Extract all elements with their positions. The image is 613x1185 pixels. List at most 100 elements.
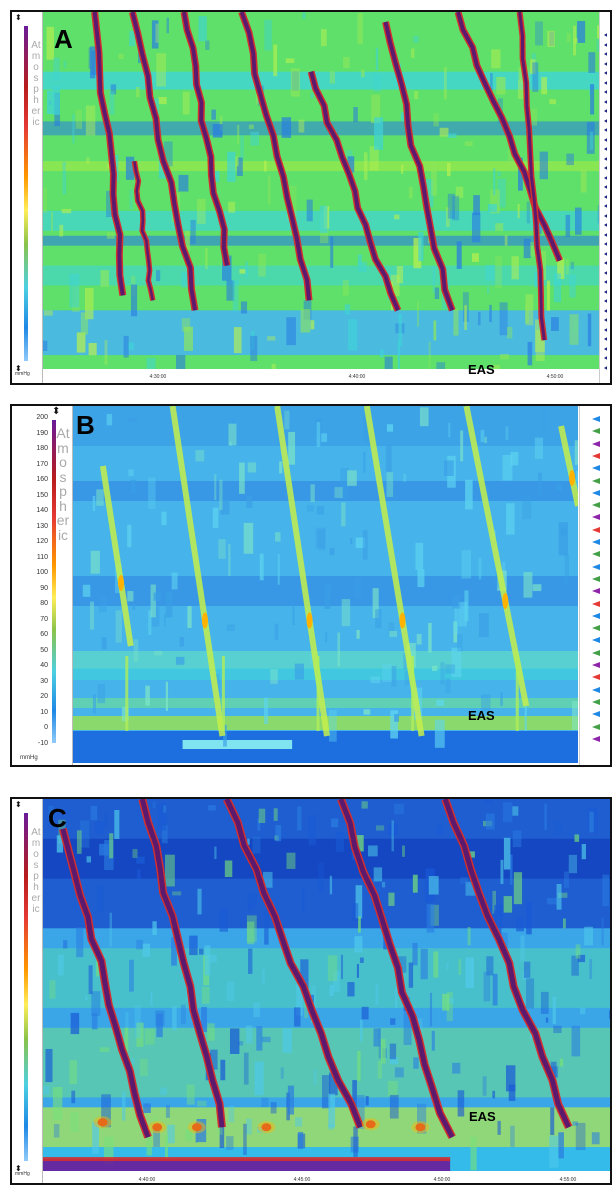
texture-streak (335, 832, 345, 852)
texture-streak (357, 13, 363, 45)
contraction-wave (60, 828, 151, 1139)
scroll-down-arrow-icon[interactable]: ⬍ (15, 364, 22, 373)
texture-streak (261, 1036, 271, 1043)
texture-streak (152, 921, 157, 936)
texture-streak (172, 891, 182, 896)
sensor-marker (592, 686, 600, 693)
scroll-up-arrow-icon[interactable]: ⬍ (15, 800, 22, 809)
texture-streak (529, 108, 538, 126)
texture-streak (566, 153, 574, 166)
texture-streak (86, 157, 90, 164)
texture-streak (267, 175, 271, 205)
texture-streak (420, 948, 428, 980)
texture-streak (76, 332, 86, 353)
texture-streak (324, 585, 331, 609)
texture-streak (547, 30, 555, 47)
y-tick-label: 70 (40, 615, 48, 623)
texture-streak (517, 157, 523, 191)
texture-streak (125, 156, 135, 180)
texture-streak (542, 407, 546, 429)
texture-streak (477, 312, 481, 326)
texture-streak (452, 195, 460, 221)
texture-streak (53, 57, 60, 80)
texture-streak (310, 654, 313, 664)
texture-streak (214, 846, 217, 860)
texture-streak (448, 422, 451, 438)
sensor-marker (592, 698, 600, 705)
texture-streak (551, 317, 559, 331)
texture-streak (161, 825, 168, 844)
sensor-marker (604, 156, 607, 161)
scroll-down-arrow-icon[interactable]: ⬍ (15, 1164, 22, 1173)
texture-streak (358, 261, 367, 272)
texture-streak (92, 694, 96, 714)
topography-plot-b (73, 406, 578, 763)
texture-streak (385, 444, 392, 472)
sensor-marker (604, 33, 607, 37)
texture-streak (64, 165, 72, 170)
texture-streak (482, 1076, 487, 1096)
texture-streak (294, 663, 304, 680)
panel-label-a: A (54, 24, 73, 54)
texture-streak (522, 493, 532, 520)
texture-streak (271, 363, 276, 369)
texture-streak (43, 310, 53, 316)
texture-streak (43, 1085, 50, 1095)
texture-streak (577, 954, 586, 963)
texture-streak (576, 470, 578, 490)
texture-streak (219, 115, 223, 131)
sensor-marker (604, 128, 607, 132)
texture-streak (261, 1097, 269, 1108)
texture-streak (300, 309, 311, 333)
contraction-wave (558, 425, 578, 507)
scroll-up-arrow-icon[interactable]: ⬍ (15, 13, 22, 22)
sensor-marker (592, 502, 600, 509)
texture-streak (398, 313, 402, 347)
texture-streak (96, 489, 104, 506)
texture-streak (453, 308, 459, 336)
texture-streak (329, 548, 335, 556)
texture-streak (428, 341, 431, 369)
texture-streak (229, 1028, 240, 1054)
texture-streak (523, 238, 531, 259)
texture-streak (396, 265, 404, 284)
texture-streak (571, 701, 578, 730)
texture-streak (411, 48, 415, 58)
sensor-marker (592, 625, 600, 632)
texture-streak (591, 1132, 600, 1145)
y-tick-label: 80 (40, 600, 48, 607)
texture-streak (346, 150, 353, 158)
texture-streak (70, 1012, 80, 1035)
texture-streak (212, 124, 223, 138)
texture-streak (492, 1090, 496, 1099)
color-gradient-c (24, 813, 28, 1161)
texture-streak (401, 164, 404, 174)
texture-streak (388, 823, 398, 836)
contraction-wave (182, 12, 229, 266)
texture-streak (136, 87, 140, 98)
eas-annotation-c: EAS (469, 1109, 496, 1124)
texture-streak (148, 610, 152, 635)
texture-streak (90, 805, 98, 821)
texture-streak (480, 430, 485, 443)
scroll-up-arrow-icon[interactable]: ⬍ (52, 406, 61, 417)
texture-streak (493, 910, 502, 936)
sensor-marker (604, 194, 607, 199)
texture-streak (330, 236, 334, 268)
color-scale-bar-a: ⬍ Atmospheric ⬍ mmHg (12, 12, 43, 383)
texture-streak (443, 67, 447, 100)
x-tick-label: 4:50:00 (546, 374, 564, 380)
texture-streak (267, 336, 276, 341)
pressure-peak-glow (257, 1121, 276, 1134)
texture-streak (575, 1122, 586, 1151)
texture-streak (84, 287, 94, 320)
texture-streak (500, 353, 510, 360)
texture-streak (294, 1007, 301, 1027)
texture-streak (553, 1025, 562, 1034)
texture-streak (516, 917, 524, 932)
texture-streak (354, 577, 362, 599)
texture-streak (236, 157, 243, 177)
texture-streak (91, 1013, 98, 1030)
sensor-marker (592, 723, 600, 730)
texture-streak (428, 876, 439, 895)
